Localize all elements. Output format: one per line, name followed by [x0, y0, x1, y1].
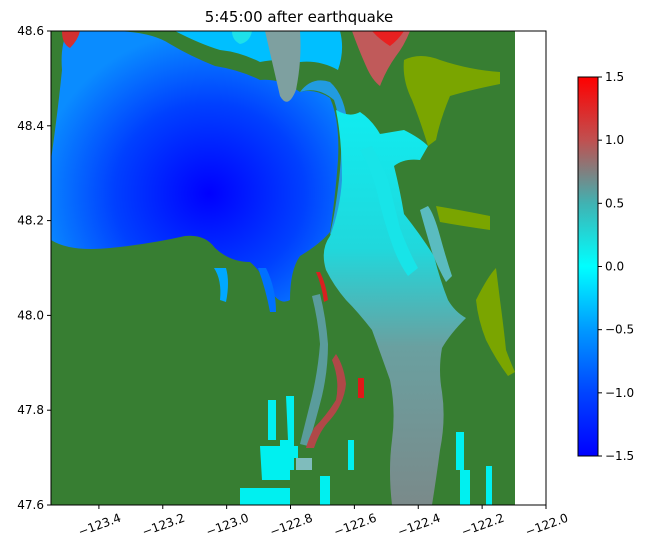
east-flats	[476, 268, 515, 376]
sequim-bay	[214, 268, 228, 302]
y-tick-label: 48.4	[17, 119, 44, 133]
colorbar-tick-label: −1.5	[605, 449, 634, 463]
colorbar-tick-label: 1.0	[605, 133, 624, 147]
colorbar-tick-label: 0.0	[605, 260, 624, 274]
south-inlet-5	[486, 466, 492, 505]
colorbar-tick-label: 1.5	[605, 70, 624, 84]
colorbar-tick-label: 0.5	[605, 196, 624, 210]
x-tick-label: −122.8	[268, 511, 315, 539]
cyan-channel-north	[232, 31, 252, 44]
saratoga-passage	[360, 146, 418, 276]
south-gray-strip	[296, 458, 312, 470]
south-inlet-4	[456, 432, 470, 505]
rosario-water	[265, 31, 301, 102]
x-tick-label: −123.4	[76, 511, 123, 539]
discovery-bay	[258, 268, 276, 312]
puget-sound	[323, 110, 466, 505]
y-tick-label: 47.6	[17, 498, 44, 512]
south-inlet-2	[268, 400, 276, 440]
plot-frame	[50, 30, 547, 506]
south-block	[260, 446, 312, 480]
skagit-bay-core	[372, 31, 404, 46]
x-tick-label: −123.2	[140, 511, 187, 539]
south-inlet-3	[348, 440, 354, 470]
colorbar-tick-label: −1.0	[605, 386, 634, 400]
lower-hood-red	[306, 354, 346, 448]
colorbar-fill	[577, 76, 599, 457]
y-tick-label: 48.0	[17, 308, 44, 322]
chart-title: 5:45:00 after earthquake	[205, 8, 393, 26]
x-tick-label: −122.6	[332, 511, 379, 539]
no-data-region	[515, 31, 546, 505]
hood-canal	[300, 294, 328, 446]
x-tick-label: −123.0	[204, 511, 251, 539]
port-susan	[420, 206, 452, 282]
colorbar: −1.5 −1.0 −0.5 0.0 0.5 1.0 1.5	[577, 70, 634, 463]
y-tick-label: 48.6	[17, 24, 44, 38]
skagit-flats	[403, 56, 500, 146]
strait-water	[51, 31, 339, 302]
mid-red	[358, 378, 364, 398]
map-area	[51, 31, 515, 505]
west-red-patch	[62, 31, 80, 48]
y-tick-label: 48.2	[17, 214, 44, 228]
colorbar-tick-label: −0.5	[605, 323, 634, 337]
x-tick-label: −122.4	[396, 511, 443, 539]
south-block-2	[240, 488, 290, 505]
skagit-bay	[352, 31, 410, 86]
snohomish-flats	[436, 206, 490, 230]
x-tick-label: −122.0	[523, 511, 570, 539]
y-tick-label: 47.8	[17, 403, 44, 417]
south-inlet-6	[320, 476, 330, 505]
x-tick-label: −122.2	[460, 511, 507, 539]
dabob-red	[316, 272, 328, 302]
